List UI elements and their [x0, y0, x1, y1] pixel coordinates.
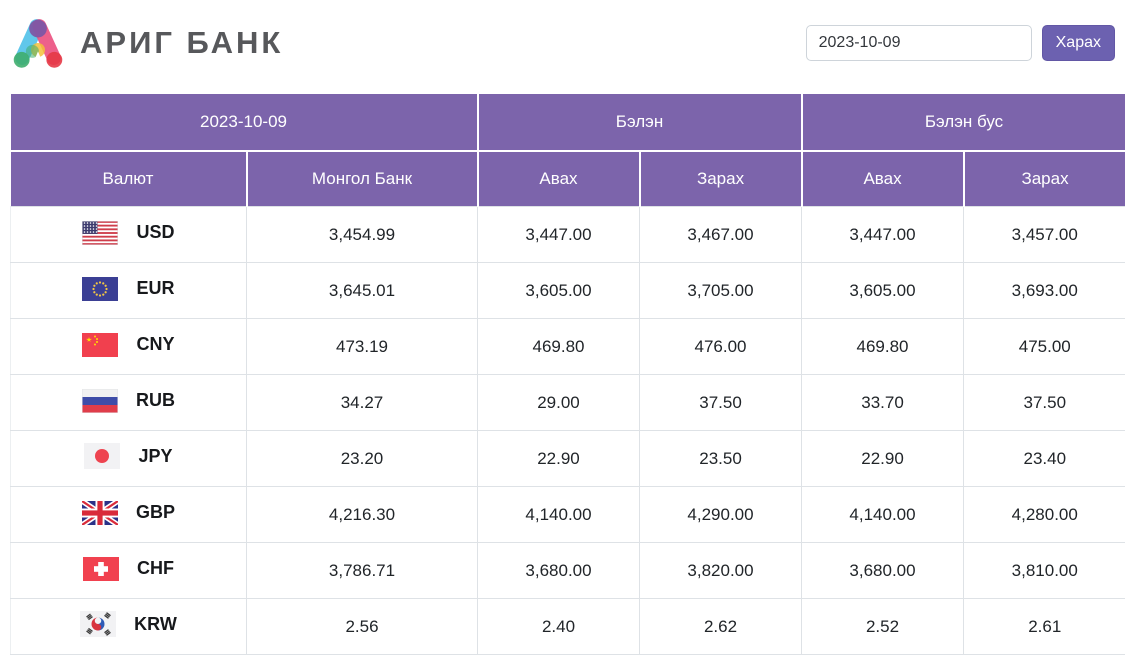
group-header-noncash: Бэлэн бус: [802, 94, 1125, 151]
rate-value: 3,447.00: [802, 207, 964, 263]
rate-value: 37.50: [640, 375, 802, 431]
rate-value: 3,645.01: [247, 263, 478, 319]
rate-value: 23.20: [247, 431, 478, 487]
rate-value: 469.80: [478, 319, 640, 375]
currency-code: CNY: [136, 334, 174, 355]
rate-value: 23.40: [964, 431, 1125, 487]
flag-krw-icon: [80, 611, 116, 637]
currency-code: CHF: [137, 558, 174, 579]
rate-value: 469.80: [802, 319, 964, 375]
rate-value: 4,290.00: [640, 487, 802, 543]
group-header-date: 2023-10-09: [11, 94, 478, 151]
rate-value: 3,680.00: [802, 543, 964, 599]
date-input[interactable]: [806, 25, 1032, 61]
rate-value: 22.90: [802, 431, 964, 487]
rate-value: 2.62: [640, 599, 802, 655]
flag-gbp-icon: [82, 500, 118, 526]
brand-name: АРИГ БАНК: [80, 25, 283, 61]
col-header-buy-cash: Авах: [478, 151, 640, 207]
group-header-row: 2023-10-09 Бэлэн Бэлэн бус: [11, 94, 1125, 151]
rate-value: 22.90: [478, 431, 640, 487]
currency-cell: CHF: [11, 543, 247, 599]
rate-value: 2.56: [247, 599, 478, 655]
arig-bank-logo-icon: [10, 14, 66, 72]
flag-rub-icon: [82, 388, 118, 414]
exchange-rates-table: 2023-10-09 Бэлэн Бэлэн бус Валют Монгол …: [10, 94, 1125, 655]
rate-value: 3,467.00: [640, 207, 802, 263]
rate-value: 3,680.00: [478, 543, 640, 599]
currency-cell: JPY: [11, 431, 247, 487]
table-header: 2023-10-09 Бэлэн Бэлэн бус Валют Монгол …: [11, 94, 1125, 207]
flag-chf-icon: [83, 556, 119, 582]
rate-value: 4,280.00: [964, 487, 1125, 543]
view-button[interactable]: Харах: [1042, 25, 1115, 61]
flag-cny-icon: [82, 332, 118, 358]
col-header-buy-noncash: Авах: [802, 151, 964, 207]
rate-value: 3,605.00: [478, 263, 640, 319]
col-header-sell-cash: Зарах: [640, 151, 802, 207]
rate-value: 4,216.30: [247, 487, 478, 543]
rate-value: 476.00: [640, 319, 802, 375]
rate-value: 29.00: [478, 375, 640, 431]
rate-value: 4,140.00: [478, 487, 640, 543]
flag-eur-icon: [82, 276, 118, 302]
currency-code: GBP: [136, 502, 175, 523]
rate-value: 3,810.00: [964, 543, 1125, 599]
currency-code: RUB: [136, 390, 175, 411]
rate-value: 34.27: [247, 375, 478, 431]
currency-cell: GBP: [11, 487, 247, 543]
flag-jpy-icon: [84, 443, 120, 469]
rate-value: 475.00: [964, 319, 1125, 375]
currency-cell: RUB: [11, 375, 247, 431]
currency-cell: CNY: [11, 319, 247, 375]
rate-value: 3,693.00: [964, 263, 1125, 319]
rate-value: 3,454.99: [247, 207, 478, 263]
currency-cell: USD: [11, 207, 247, 263]
header-controls: Харах: [806, 25, 1115, 61]
col-header-sell-noncash: Зарах: [964, 151, 1125, 207]
col-header-mongol-bank: Монгол Банк: [247, 151, 478, 207]
rate-value: 3,447.00: [478, 207, 640, 263]
rate-value: 3,457.00: [964, 207, 1125, 263]
rate-value: 37.50: [964, 375, 1125, 431]
rate-value: 23.50: [640, 431, 802, 487]
currency-code: JPY: [138, 446, 172, 467]
column-header-row: Валют Монгол Банк Авах Зарах Авах Зарах: [11, 151, 1125, 207]
top-bar: АРИГ БАНК Харах: [0, 0, 1125, 94]
currency-code: EUR: [136, 278, 174, 299]
flag-usd-icon: [82, 220, 118, 246]
rate-value: 3,605.00: [802, 263, 964, 319]
rate-value: 2.61: [964, 599, 1125, 655]
currency-cell: EUR: [11, 263, 247, 319]
rate-value: 2.52: [802, 599, 964, 655]
rate-value: 3,820.00: [640, 543, 802, 599]
group-header-cash: Бэлэн: [478, 94, 802, 151]
rate-value: 3,786.71: [247, 543, 478, 599]
brand: АРИГ БАНК: [10, 14, 283, 72]
currency-cell: KRW: [11, 599, 247, 655]
rate-value: 33.70: [802, 375, 964, 431]
currency-code: KRW: [134, 614, 177, 635]
rate-value: 4,140.00: [802, 487, 964, 543]
rate-value: 2.40: [478, 599, 640, 655]
rate-value: 473.19: [247, 319, 478, 375]
currency-code: USD: [136, 222, 174, 243]
col-header-currency: Валют: [11, 151, 247, 207]
rate-value: 3,705.00: [640, 263, 802, 319]
